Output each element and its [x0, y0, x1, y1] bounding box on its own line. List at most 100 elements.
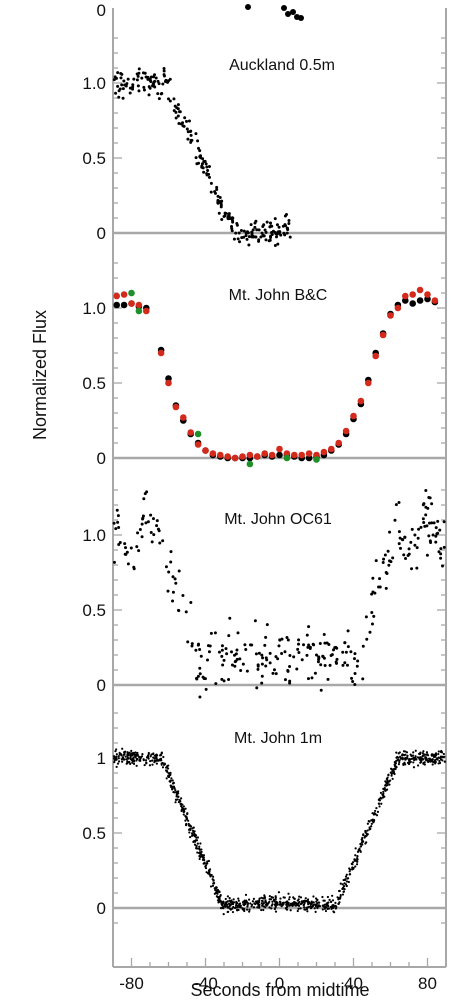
data-point: [171, 575, 175, 579]
data-point: [276, 901, 279, 904]
data-point: [251, 234, 255, 238]
data-point: [126, 562, 130, 566]
data-point: [231, 454, 239, 462]
data-point: [113, 760, 116, 764]
data-point: [323, 899, 326, 902]
data-point: [124, 84, 128, 88]
data-point: [149, 513, 153, 517]
data-point: [236, 902, 239, 905]
data-point: [313, 671, 317, 675]
data-point: [137, 67, 141, 71]
data-point: [248, 898, 251, 901]
data-point: [177, 795, 180, 798]
data-point: [349, 650, 353, 654]
y-tick-label: 1.0: [82, 526, 106, 545]
data-point: [143, 307, 150, 315]
data-point: [279, 902, 282, 905]
data-point: [180, 808, 183, 811]
data-point: [245, 4, 251, 10]
data-point: [278, 638, 282, 642]
data-point: [162, 73, 166, 77]
data-point: [155, 519, 159, 523]
data-point: [238, 903, 241, 906]
data-point: [206, 169, 210, 173]
data-point: [248, 910, 251, 913]
data-point: [270, 232, 274, 236]
data-point: [376, 810, 380, 813]
data-point: [264, 635, 268, 639]
data-point: [374, 812, 377, 816]
data-point: [305, 633, 309, 637]
data-point: [156, 527, 160, 531]
data-point: [421, 754, 425, 757]
data-point: [230, 663, 234, 667]
data-point: [378, 797, 381, 801]
data-point: [136, 751, 139, 755]
data-point: [212, 879, 215, 882]
data-point: [303, 899, 306, 902]
data-point: [272, 668, 276, 672]
data-point: [203, 858, 206, 862]
data-point: [261, 900, 264, 903]
data-point: [274, 910, 278, 913]
data-point: [207, 859, 210, 863]
data-point: [288, 235, 292, 239]
data-point: [276, 657, 280, 661]
data-point: [416, 286, 424, 294]
data-point: [182, 805, 185, 808]
data-point: [198, 648, 202, 652]
data-point: [372, 614, 376, 618]
data-point: [345, 873, 348, 876]
data-point: [175, 792, 179, 795]
data-point: [198, 857, 201, 861]
x-tick-label: -40: [193, 974, 218, 993]
data-point: [285, 900, 288, 903]
data-point: [198, 666, 202, 670]
data-point: [233, 906, 237, 910]
panel-2: 0 0.5 1.0 Mt. John OC61: [82, 458, 447, 699]
data-point: [171, 788, 174, 791]
data-point: [135, 764, 138, 767]
data-point: [398, 536, 402, 540]
data-point: [205, 658, 209, 662]
data-point: [361, 843, 364, 846]
data-point: [206, 862, 209, 865]
data-point: [126, 77, 130, 81]
data-point: [402, 292, 409, 300]
data-point: [412, 761, 415, 764]
data-point: [117, 543, 121, 547]
data-point: [307, 900, 311, 904]
data-point: [419, 760, 422, 764]
data-point: [342, 890, 345, 893]
data-point: [394, 304, 402, 312]
data-point: [382, 790, 385, 793]
data-point: [362, 833, 365, 836]
data-point: [224, 897, 227, 901]
data-point: [359, 845, 362, 848]
data-point: [224, 647, 228, 651]
data-point: [431, 297, 439, 304]
data-point: [123, 751, 126, 754]
data-point: [230, 229, 234, 233]
data-point: [412, 751, 415, 754]
data-point: [121, 96, 125, 100]
data-point: [245, 237, 249, 241]
panel-title: Auckland 0.5m: [229, 57, 335, 74]
data-point: [269, 898, 273, 901]
data-point: [297, 638, 301, 642]
data-point: [149, 530, 153, 534]
data-point: [246, 905, 249, 908]
data-point: [120, 83, 124, 87]
data-point: [342, 878, 345, 882]
data-point: [288, 896, 291, 899]
data-point: [382, 787, 385, 790]
data-point: [339, 895, 342, 898]
data-point: [269, 224, 273, 228]
data-point: [307, 643, 311, 647]
data-point: [355, 860, 358, 863]
data-point: [163, 80, 167, 84]
data-point: [416, 536, 420, 540]
data-point: [173, 104, 177, 108]
data-point: [252, 897, 255, 900]
data-point: [348, 867, 351, 870]
